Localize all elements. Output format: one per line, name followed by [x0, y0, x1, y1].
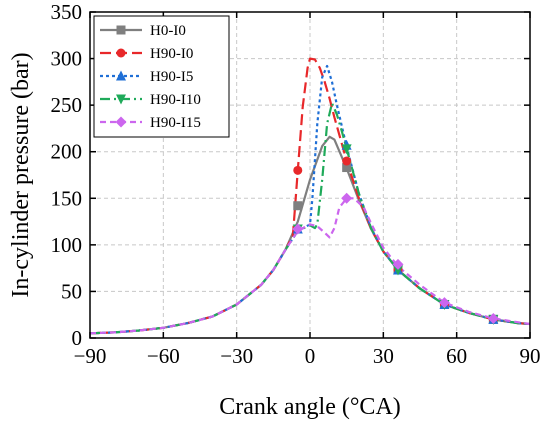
legend-marker	[115, 116, 127, 128]
legend-label: H90-I0	[150, 46, 193, 62]
series-marker-5	[487, 312, 499, 324]
legend-marker	[116, 25, 126, 35]
legend-marker	[116, 70, 126, 81]
series-line-5	[89, 197, 531, 335]
y-tick-label: 150	[51, 186, 83, 210]
series-marker-2	[293, 165, 303, 175]
x-tick-label: −30	[220, 344, 253, 368]
x-tick-label: 30	[373, 344, 394, 368]
y-tick-label: 250	[51, 93, 83, 117]
series-marker-1	[342, 163, 352, 173]
legend-label: H0-I0	[150, 23, 186, 39]
x-axis-title: Crank angle (°CA)	[219, 394, 401, 420]
legend-label: H90-I5	[150, 69, 193, 85]
series-marker-5	[392, 258, 404, 270]
x-tick-label: 60	[446, 344, 467, 368]
series-marker-4	[341, 144, 352, 155]
series-marker-4	[393, 265, 403, 276]
legend-box	[93, 15, 230, 138]
legend-label: H90-I15	[150, 115, 201, 131]
legend-marker	[116, 48, 126, 58]
y-tick-label: 0	[72, 326, 83, 350]
axis-ticks: −90 −60 −30 0 30 60 90 0 50 100 150 200 250 300 350	[51, 0, 541, 368]
x-tick-label: 90	[520, 344, 541, 368]
legend-marker	[116, 94, 126, 105]
y-tick-label: 50	[61, 279, 82, 303]
series-marker-5	[341, 192, 353, 204]
x-tick-label: 0	[305, 344, 316, 368]
grid-lines	[90, 12, 530, 338]
y-tick-label: 350	[51, 0, 83, 24]
x-tick-label: −90	[74, 344, 107, 368]
series-markers	[292, 139, 499, 325]
series-line-4	[89, 102, 531, 335]
y-tick-label: 200	[51, 140, 83, 164]
y-tick-label: 300	[51, 47, 83, 71]
series-marker-2	[342, 156, 352, 166]
series-marker-5	[438, 297, 450, 309]
legend: H0-I0 H90-I0 H90-I5 H90-I10 H90-I15	[93, 15, 230, 138]
y-axis-title: In-cylinder pressure (bar)	[8, 52, 34, 297]
x-tick-label: −60	[147, 344, 180, 368]
series-marker-1	[293, 201, 303, 211]
legend-label: H90-I10	[150, 92, 201, 108]
y-tick-label: 100	[51, 233, 83, 257]
series-marker-5	[292, 223, 304, 235]
